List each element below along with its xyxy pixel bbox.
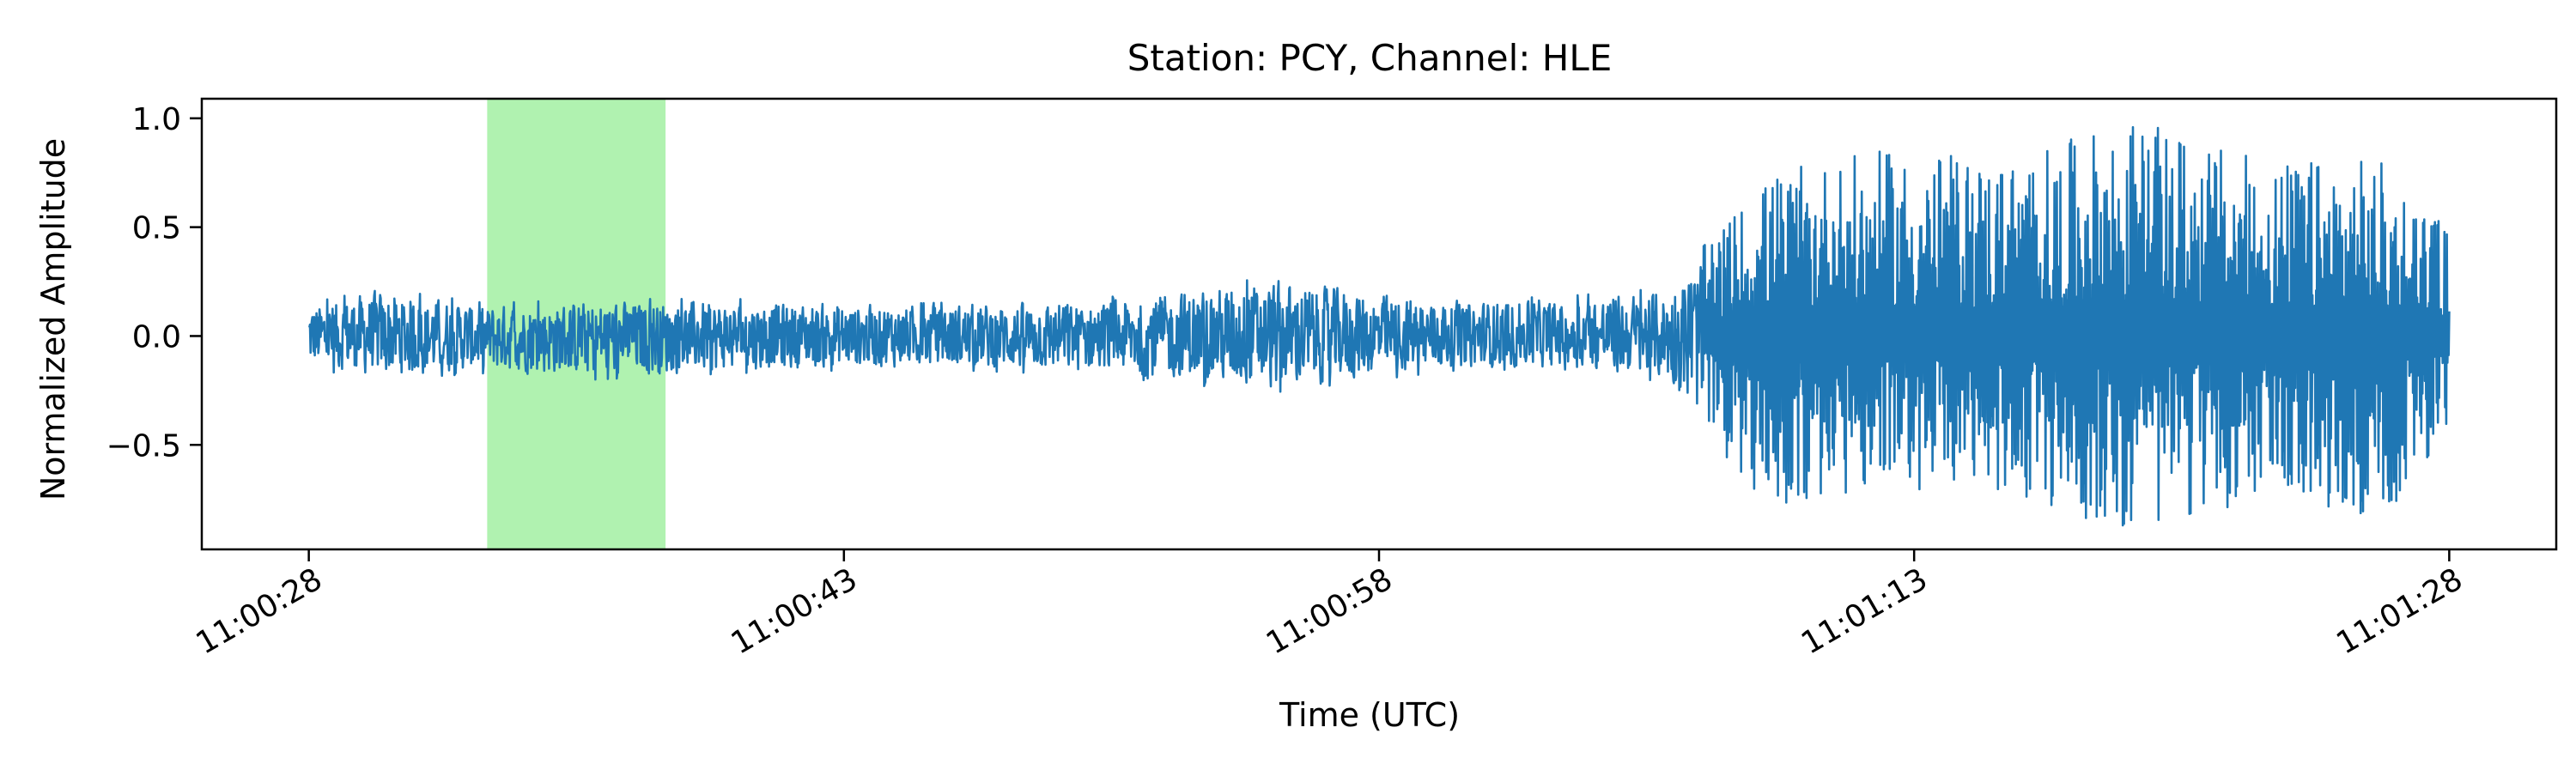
y-axis-label: Normalized Amplitude [34, 138, 72, 500]
y-axis: 1.0 0.5 0.0 −0.5 [106, 102, 202, 464]
series-layer [307, 125, 2451, 527]
x-axis-label: Time (UTC) [1279, 696, 1460, 734]
chart-title: Station: PCY, Channel: HLE [1127, 37, 1613, 79]
y-tick-label: 0.5 [132, 211, 181, 246]
y-tick-label: −0.5 [106, 428, 181, 464]
y-tick-label: 1.0 [132, 102, 181, 137]
y-tick-label: 0.0 [132, 319, 181, 355]
waveform-series-line [307, 125, 2451, 527]
